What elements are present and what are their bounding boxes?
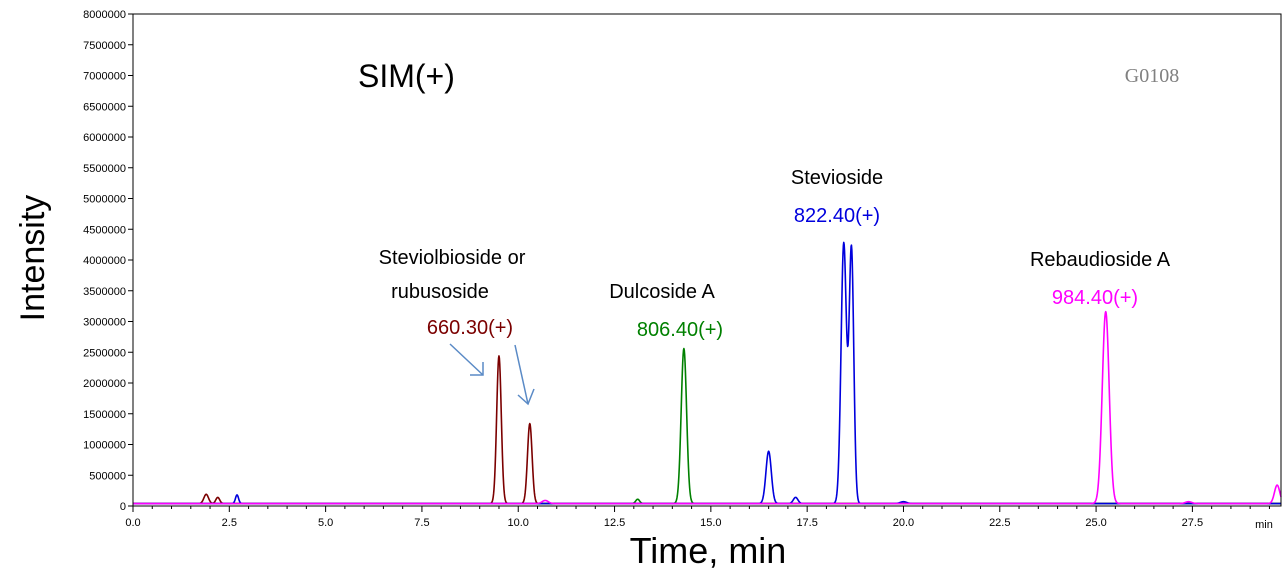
plot-frame: [132, 13, 1282, 507]
y-axis-title: Intensity: [14, 195, 52, 322]
y-tick-label: 5000000: [83, 194, 126, 206]
watermark-label: G0108: [1125, 65, 1179, 87]
x-axis-unit-label: min: [1255, 519, 1273, 531]
annotation-mz-806: 806.40(+): [637, 319, 723, 341]
annotation-mz-660: 660.30(+): [427, 317, 513, 339]
x-axis-title: Time, min: [630, 530, 787, 569]
x-tick-label: 25.0: [1085, 517, 1106, 529]
y-tick-label: 1000000: [83, 440, 126, 452]
x-axis-ticks: 0.0 2.5 5.0 7.5 10.0 12.5 15.0 17.5 20.0 22.5 25.0…: [125, 506, 1270, 529]
y-tick-label: 2000000: [83, 378, 126, 390]
x-tick-label: 12.5: [604, 517, 625, 529]
annotation-dulcoside-a: Dulcoside A: [609, 281, 715, 303]
chart-title: SIM(+): [358, 58, 455, 94]
x-tick-label: 10.0: [508, 517, 529, 529]
annotation-mz-984: 984.40(+): [1052, 287, 1138, 309]
x-tick-label: 15.0: [700, 517, 721, 529]
y-tick-label: 0: [120, 501, 126, 513]
annotation-steviolbioside: Steviolbioside or: [379, 247, 526, 269]
x-tick-label: 20.0: [893, 517, 914, 529]
y-tick-label: 6500000: [83, 101, 126, 113]
y-tick-label: 1500000: [83, 409, 126, 421]
y-tick-label: 6000000: [83, 132, 126, 144]
y-tick-label: 4500000: [83, 224, 126, 236]
y-axis-ticks: 0 500000 1000000 1500000 2000000 2500000 30000…: [83, 9, 133, 513]
y-tick-label: 5500000: [83, 163, 126, 175]
y-tick-label: 3500000: [83, 286, 126, 298]
annotation-mz-822: 822.40(+): [794, 205, 880, 227]
x-tick-label: 17.5: [796, 517, 817, 529]
series-line: [132, 310, 1282, 505]
annotation-rubusoside: rubusoside: [391, 281, 489, 303]
y-tick-label: 7500000: [83, 40, 126, 52]
x-tick-label: 2.5: [222, 517, 237, 529]
annotation-stevioside: Stevioside: [791, 167, 883, 189]
y-tick-label: 8000000: [83, 9, 126, 21]
x-tick-label: 5.0: [318, 517, 333, 529]
y-tick-label: 2500000: [83, 347, 126, 359]
x-tick-label: 22.5: [989, 517, 1010, 529]
x-tick-label: 27.5: [1182, 517, 1203, 529]
arrow-peak-9-5: [449, 343, 484, 376]
y-tick-label: 4000000: [83, 255, 126, 267]
annotation-rebaudioside-a: Rebaudioside A: [1030, 249, 1171, 271]
x-tick-label: 0.0: [125, 517, 140, 529]
arrow-peak-10-3: [514, 344, 535, 406]
y-tick-label: 500000: [89, 470, 126, 482]
y-tick-label: 7000000: [83, 71, 126, 83]
series-layer: [132, 241, 1282, 505]
x-tick-label: 7.5: [414, 517, 429, 529]
y-tick-label: 3000000: [83, 317, 126, 329]
